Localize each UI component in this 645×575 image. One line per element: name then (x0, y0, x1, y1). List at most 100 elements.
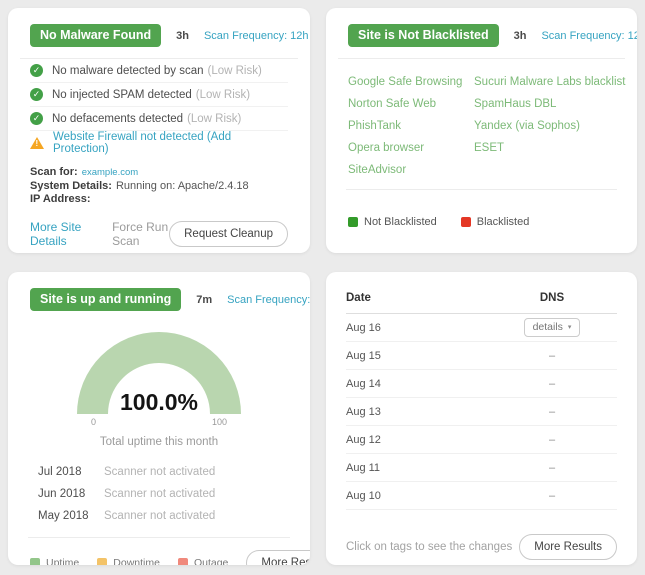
blacklist-status-badge: Site is Not Blacklisted (348, 24, 499, 47)
blacklist-scan-frequency-dropdown[interactable]: Scan Frequency: 12h ▾ (541, 30, 637, 42)
divider (20, 58, 298, 59)
dns-value: – (548, 461, 556, 474)
uptime-status-badge: Site is up and running (30, 288, 182, 311)
blacklist-panel: Site is Not Blacklisted 3h Scan Frequenc… (326, 8, 637, 253)
check-icon: ✓ (30, 64, 43, 77)
scan-result-item: Website Firewall not detected (Add Prote… (30, 130, 288, 155)
dns-table: Date DNS Aug 16 details ▾ Aug 15– Aug 14– Aug… (326, 272, 637, 510)
uptime-history: Jul 2018 Scanner not activated Jun 2018 Sca… (8, 448, 310, 527)
force-run-scan-link[interactable]: Force Run Scan (112, 219, 169, 248)
uptime-scan-frequency-label: Scan Frequency: 1h (227, 293, 310, 306)
legend-item: Not Blacklisted (348, 216, 437, 228)
legend-label: Blacklisted (476, 216, 530, 228)
date-cell: Aug 13 (346, 405, 381, 418)
check-icon: ✓ (30, 112, 43, 125)
blacklist-service-link[interactable]: SpamHaus DBL (474, 98, 557, 110)
uptime-scan-frequency-dropdown[interactable]: Scan Frequency: 1h ▾ (227, 294, 310, 306)
dns-table-row: Aug 16 details ▾ (346, 314, 617, 342)
month-status: Scanner not activated (104, 466, 216, 478)
dns-table-row: Aug 11 – (346, 454, 617, 482)
request-cleanup-button[interactable]: Request Cleanup (169, 220, 288, 247)
scan-results-list: ✓ No malware detected by scan (Low Risk) ✓ N… (8, 59, 310, 155)
site-detail-line: Scan for: example.com (30, 166, 288, 180)
dns-cell: – (487, 378, 617, 390)
malware-scan-age: 3h (176, 29, 189, 42)
site-detail-line: System Details: Running on: Apache/2.4.18 (30, 180, 288, 194)
dns-table-row: Aug 10 – (346, 482, 617, 510)
blacklist-service-link[interactable]: Google Safe Browsing (348, 76, 463, 88)
malware-scan-frequency-dropdown[interactable]: Scan Frequency: 12h ▾ (204, 30, 310, 42)
dns-details-dropdown[interactable]: details ▾ (523, 318, 581, 337)
legend-label: Outage (193, 557, 229, 565)
blacklist-service-link[interactable]: Opera browser (348, 142, 425, 154)
dns-cell: – (487, 462, 617, 474)
malware-panel: No Malware Found 3h Scan Frequency: 12h … (8, 8, 310, 253)
scan-result-text: No malware detected by scan (52, 64, 204, 77)
dns-table-row: Aug 13 – (346, 398, 617, 426)
legend-item: Outage (177, 557, 229, 565)
legend-item: Blacklisted (460, 216, 530, 228)
detail-label: Scan for: (30, 166, 78, 178)
month-status: Scanner not activated (104, 510, 216, 522)
detail-label: System Details: (30, 179, 112, 192)
date-cell: Aug 16 (346, 321, 381, 334)
risk-level-label: (Low Risk) (207, 64, 262, 77)
warning-icon (30, 136, 44, 149)
legend-swatch (460, 217, 471, 227)
more-site-details-link[interactable]: More Site Details (30, 219, 82, 248)
date-column-header: Date (346, 292, 371, 304)
blacklist-services: Google Safe Browsing Norton Safe Web Phish… (326, 59, 637, 186)
date-cell: Aug 10 (346, 489, 381, 502)
scan-result-text: No defacements detected (52, 112, 184, 125)
malware-panel-footer: More Site Details Force Run Scan Request… (8, 207, 310, 248)
dns-value: – (548, 405, 556, 418)
scan-result-text: No injected SPAM detected (52, 88, 192, 101)
gauge-max-label: 100 (211, 417, 227, 427)
scan-result-item: ✓ No malware detected by scan (Low Risk) (30, 59, 288, 83)
malware-scan-frequency-label: Scan Frequency: 12h (203, 29, 309, 42)
dns-panel-footer: Click on tags to see the changes More Re… (326, 510, 637, 560)
blacklist-service-link[interactable]: PhishTank (348, 120, 402, 132)
malware-panel-header: No Malware Found 3h Scan Frequency: 12h … (8, 8, 310, 58)
risk-level-label: (Low Risk) (195, 88, 251, 101)
blacklist-legend: Not Blacklisted Blacklisted (326, 190, 637, 228)
scan-result-text[interactable]: Website Firewall not detected (Add Prote… (53, 130, 232, 155)
blacklist-service-link[interactable]: Yandex (via Sophos) (474, 120, 580, 132)
chevron-down-icon: ▾ (567, 324, 572, 331)
dns-cell: details ▾ (487, 318, 617, 337)
divider (346, 189, 617, 190)
blacklist-service-link[interactable]: ESET (474, 142, 505, 154)
dns-table-row: Aug 12 – (346, 426, 617, 454)
divider (28, 537, 290, 538)
dns-cell: – (487, 490, 617, 502)
blacklist-service-link[interactable]: Sucuri Malware Labs blacklist (474, 76, 626, 88)
uptime-more-results-button[interactable]: More Results (246, 550, 310, 565)
uptime-history-row: Jul 2018 Scanner not activated (38, 461, 288, 483)
dns-more-results-button[interactable]: More Results (519, 534, 617, 560)
legend-swatch (97, 558, 108, 565)
blacklist-service-link[interactable]: SiteAdvisor (348, 164, 407, 176)
gauge-min-label: 0 (91, 417, 97, 427)
date-cell: Aug 12 (346, 433, 381, 446)
month-label: May 2018 (38, 510, 89, 522)
date-cell: Aug 15 (346, 349, 381, 362)
dns-hint-text: Click on tags to see the changes (346, 541, 513, 553)
dns-value: – (548, 433, 556, 446)
detail-value: Running on: Apache/2.4.18 (115, 179, 249, 192)
blacklist-scan-frequency-label: Scan Frequency: 12h (541, 29, 637, 42)
dns-table-header: Date DNS (346, 272, 617, 314)
site-detail-line: IP Address: (30, 193, 288, 207)
detail-value[interactable]: example.com (81, 167, 139, 178)
detail-label: IP Address: (30, 193, 91, 205)
blacklist-column-left: Google Safe Browsing Norton Safe Web Phish… (348, 76, 474, 186)
scan-result-item: ✓ No injected SPAM detected (Low Risk) (30, 83, 288, 107)
dns-cell: – (487, 434, 617, 446)
dns-panel: Date DNS Aug 16 details ▾ Aug 15– Aug 14– Aug… (326, 272, 637, 565)
gauge-axis-labels: 0 100 (77, 417, 241, 427)
uptime-legend: Uptime Downtime Outage (30, 557, 246, 565)
dns-column-header: DNS (539, 292, 565, 304)
site-details: Scan for: example.com System Details: Runni… (8, 154, 310, 207)
dns-table-row: Aug 15 – (346, 342, 617, 370)
blacklist-service-link[interactable]: Norton Safe Web (348, 98, 437, 110)
